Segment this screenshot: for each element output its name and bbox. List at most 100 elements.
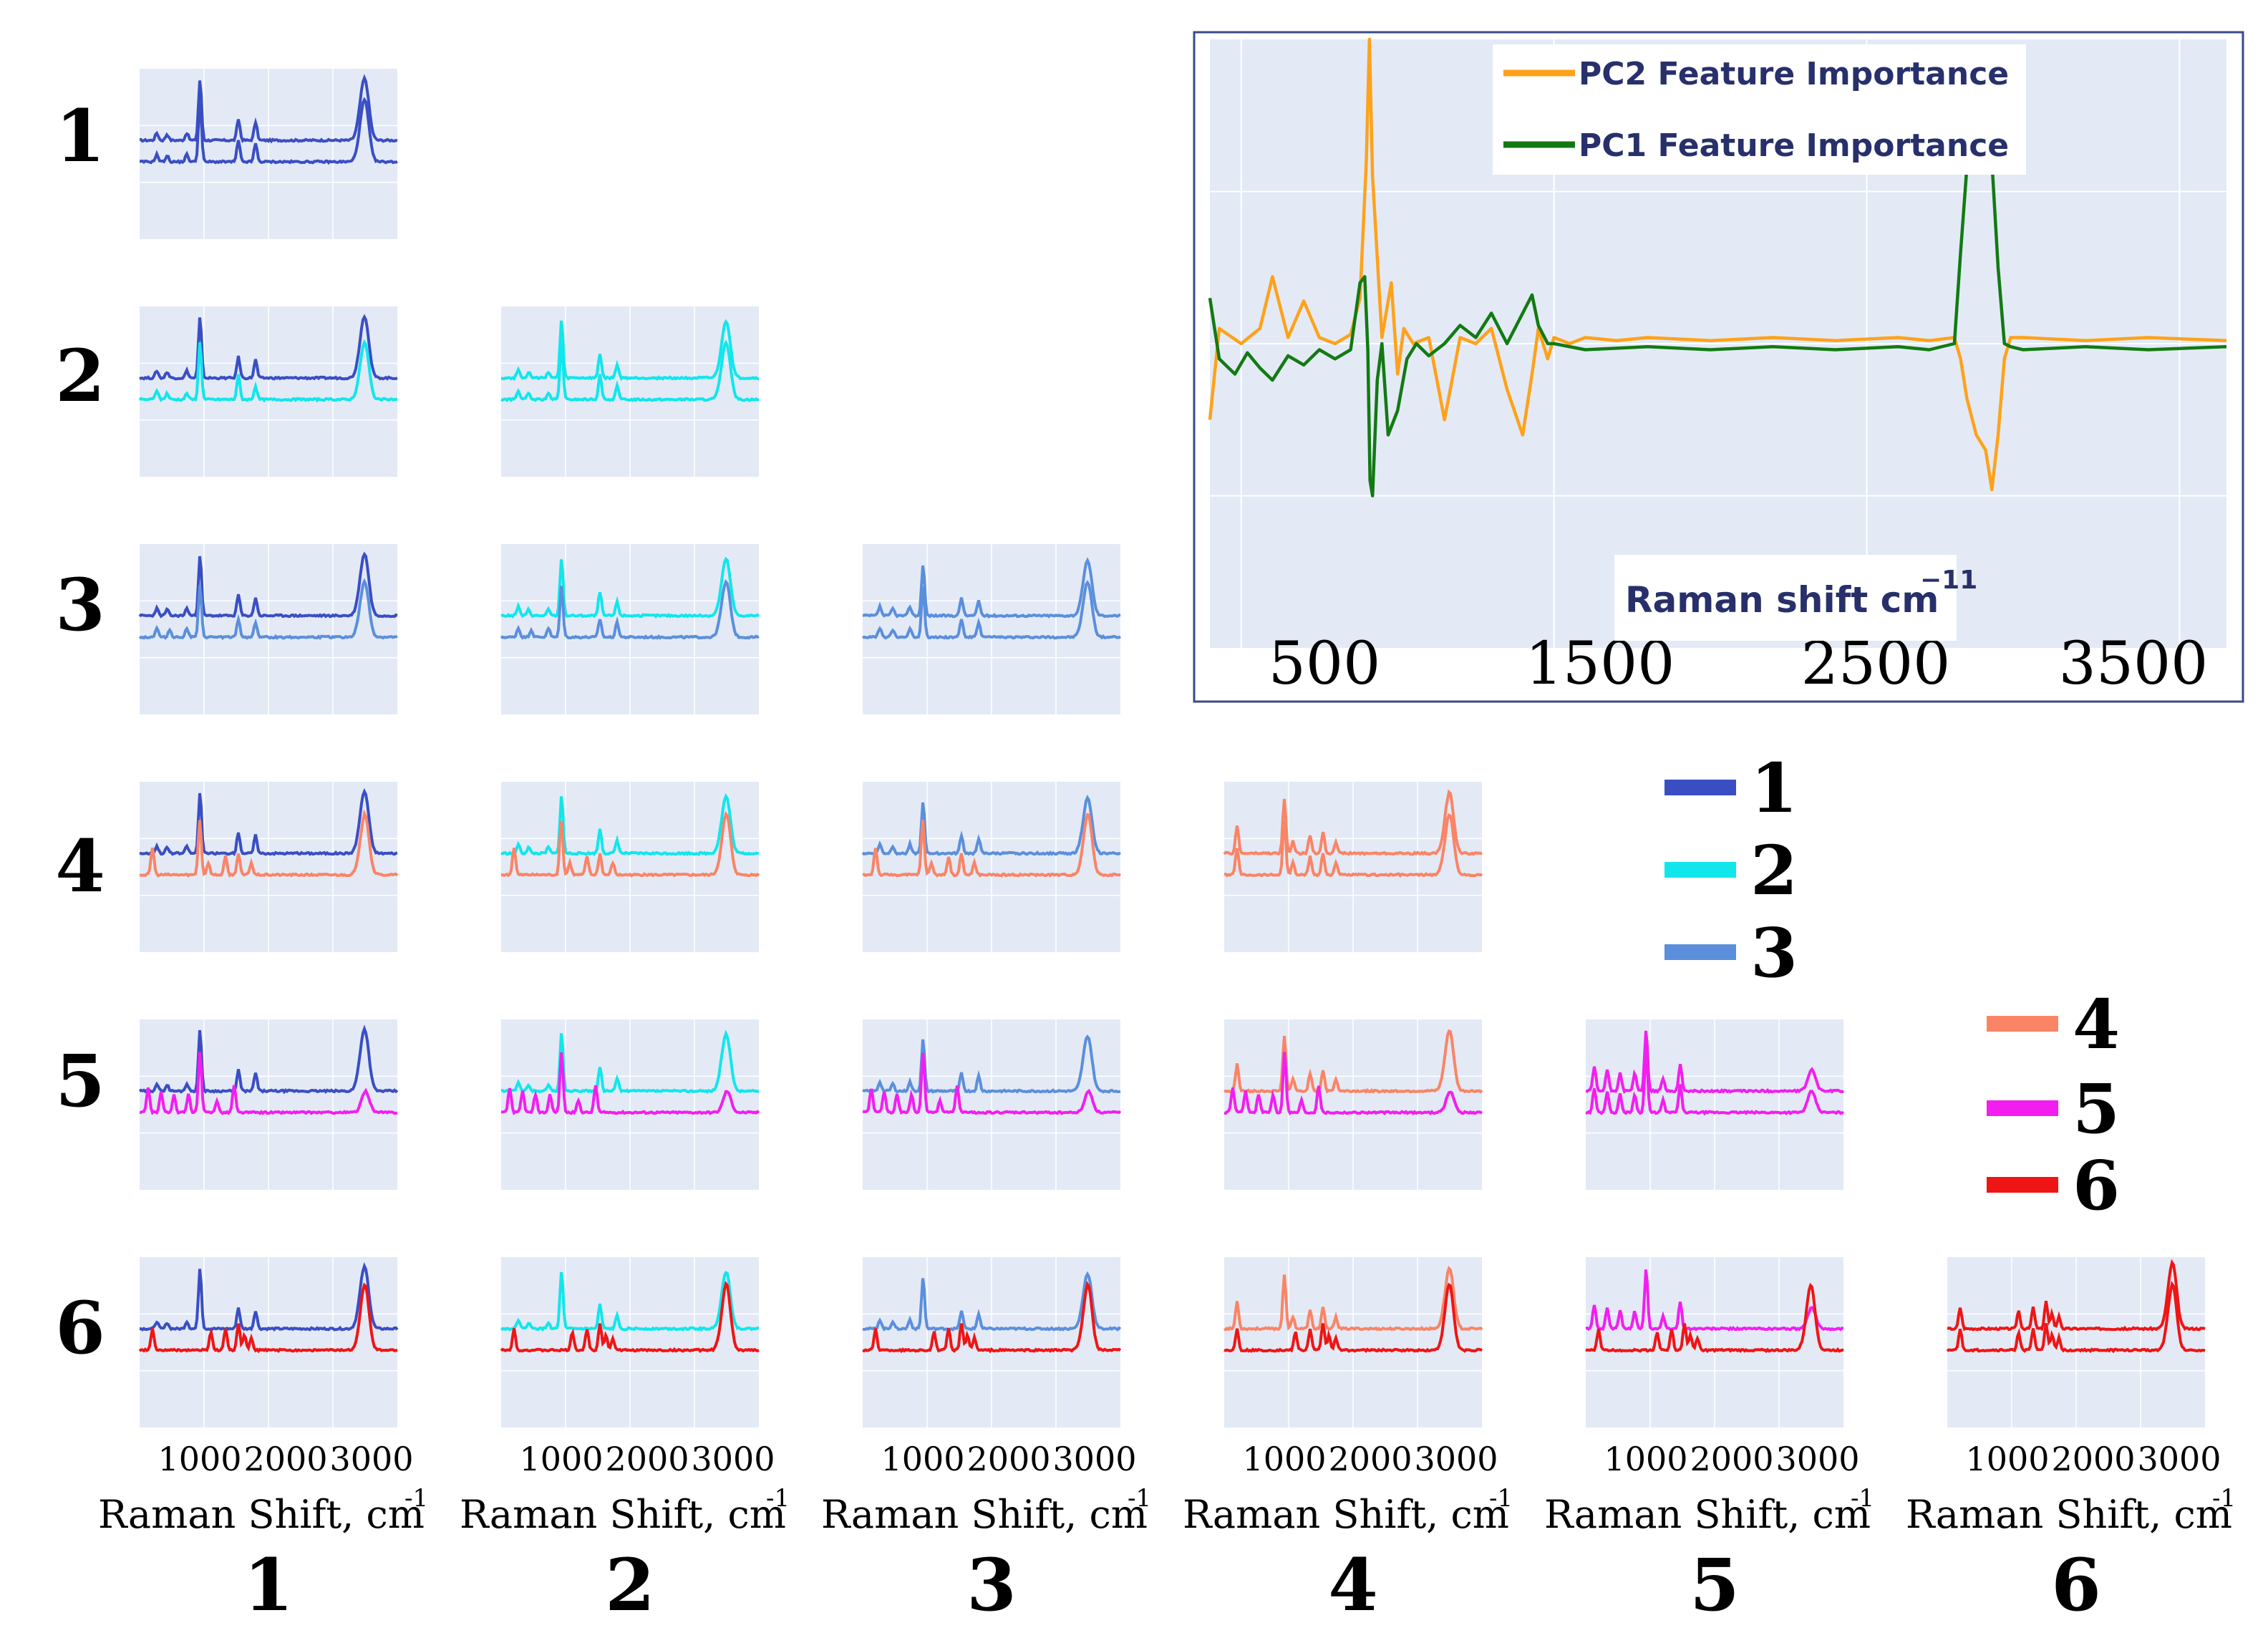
spectrum-sample-3 xyxy=(500,578,760,640)
legend-swatch xyxy=(1987,1016,2058,1032)
inset-x-tick-label: 2500 xyxy=(1801,630,1951,698)
spectrum-sample-5 xyxy=(500,1052,760,1115)
x-tick-label: 1000 xyxy=(881,1440,964,1478)
spectrum-sample-3 xyxy=(862,557,1121,619)
spectrum-sample-4 xyxy=(1223,1029,1483,1094)
x-axis-label: Raman Shift, cm xyxy=(821,1492,1148,1537)
panel-r5-c3 xyxy=(862,1019,1122,1190)
x-tick-label: 2000 xyxy=(1690,1440,1773,1478)
row-label-2: 2 xyxy=(55,334,105,418)
spectrum-sample-2 xyxy=(500,793,760,857)
panel-r4-c2 xyxy=(500,782,760,952)
row-label-6: 6 xyxy=(55,1286,105,1370)
x-axis-label: Raman Shift, cm xyxy=(1183,1492,1509,1537)
column-label-1: 1 xyxy=(243,1543,294,1627)
inset-x-tick-label: 1500 xyxy=(1526,630,1675,698)
row-label-3: 3 xyxy=(55,563,105,647)
x-tick-label: 3000 xyxy=(1775,1440,1859,1478)
spectrum-sample-5 xyxy=(139,1052,398,1115)
spectrum-sample-2 xyxy=(500,1029,760,1094)
x-tick-label: 2000 xyxy=(2051,1440,2135,1478)
x-tick-label: 2000 xyxy=(1328,1440,1412,1478)
spectrum-sample-6 xyxy=(862,1281,1122,1354)
x-axis-label-superscript: -1 xyxy=(1128,1484,1151,1513)
row-label-5: 5 xyxy=(55,1039,105,1123)
x-axis-label-superscript: -1 xyxy=(1489,1484,1513,1513)
column-label-5: 5 xyxy=(1690,1543,1740,1627)
spectrum-sample-4 xyxy=(1223,813,1483,878)
column-label-3: 3 xyxy=(966,1543,1017,1627)
panel-r4-c3 xyxy=(861,782,1122,952)
x-tick-label: 2000 xyxy=(966,1440,1050,1478)
spectrum-sample-3 xyxy=(861,795,1121,856)
spectrum-sample-5 xyxy=(1585,1030,1845,1095)
pc2-series-line xyxy=(1208,37,2227,492)
spectrum-sample-6 xyxy=(1585,1282,1844,1354)
spectrum-sample-2 xyxy=(500,339,760,402)
x-axis-col-3: 1000 2000 3000 Raman Shift, cm-1 3 xyxy=(821,1440,1151,1627)
row-label-1: 1 xyxy=(55,94,105,178)
legend-item-5: 5 xyxy=(1987,1070,2120,1149)
spectrum-sample-6 xyxy=(1947,1259,2206,1332)
panel-r6-c2 xyxy=(500,1257,760,1428)
spectrum-sample-4 xyxy=(1223,1265,1483,1332)
legend-label: 1 xyxy=(1750,749,1798,828)
spectrum-sample-2 xyxy=(500,1271,760,1332)
x-axis-col-6: 1000 2000 3000 Raman Shift, cm-1 6 xyxy=(1906,1440,2236,1627)
spectrum-sample-4 xyxy=(1223,789,1483,856)
spectrum-sample-1 xyxy=(139,74,398,144)
panel-r2-c1 xyxy=(138,306,398,477)
spectrum-sample-4 xyxy=(862,813,1122,878)
inset-legend-box xyxy=(1493,44,2026,175)
legend-label: 2 xyxy=(1750,831,1798,911)
inset-x-tick-label: 3500 xyxy=(2059,630,2209,698)
spectrum-sample-5 xyxy=(1585,1269,1844,1332)
spectrum-sample-4 xyxy=(139,809,399,878)
x-axis-label-superscript: -1 xyxy=(766,1484,790,1513)
column-label-2: 2 xyxy=(605,1543,655,1627)
legend-label: 5 xyxy=(2073,1070,2120,1149)
panel-r5-c4 xyxy=(1223,1019,1483,1190)
legend-item-1: 1 xyxy=(1664,749,1798,828)
spectrum-sample-2 xyxy=(500,319,759,381)
panel-r1-c1 xyxy=(139,69,398,239)
x-axis-label: Raman Shift, cm xyxy=(98,1492,425,1537)
column-label-6: 6 xyxy=(2051,1543,2101,1627)
panel-r6-c4 xyxy=(1223,1257,1483,1428)
x-axis-label-superscript: -1 xyxy=(404,1484,428,1513)
x-tick-label: 3000 xyxy=(691,1440,775,1478)
x-tick-label: 1000 xyxy=(1965,1440,2049,1478)
x-tick-label: 3000 xyxy=(329,1440,413,1478)
spectrum-sample-3 xyxy=(862,1034,1121,1094)
x-axis-label: Raman Shift, cm xyxy=(1906,1492,2232,1537)
x-axis-label: Raman Shift, cm xyxy=(1544,1492,1871,1537)
legend-swatch xyxy=(1987,1100,2058,1116)
panel-r4-c1 xyxy=(139,782,399,952)
column-label-4: 4 xyxy=(1328,1543,1378,1627)
pca-inset: PC2 Feature Importance PC1 Feature Import… xyxy=(1193,31,2244,703)
inset-legend-label: PC1 Feature Importance xyxy=(1579,127,2009,164)
inset-x-axis-label-superscript: −11 xyxy=(1920,566,1977,595)
spectrum-sample-6 xyxy=(1223,1282,1483,1353)
x-axis-col-1: 1000 2000 3000 Raman Shift, cm-1 1 xyxy=(98,1440,428,1627)
panel-r5-c1 xyxy=(138,1019,399,1190)
legend-swatch xyxy=(1664,862,1736,878)
legend-item-4: 4 xyxy=(1987,985,2120,1065)
panel-r6-c6 xyxy=(1946,1257,2206,1428)
x-tick-label: 2000 xyxy=(243,1440,327,1478)
spectrum-sample-2 xyxy=(138,339,398,403)
x-axis-col-5: 1000 2000 3000 Raman Shift, cm-1 5 xyxy=(1544,1440,1874,1627)
spectrum-sample-6 xyxy=(138,1282,398,1354)
panel-r6-c5 xyxy=(1585,1257,1844,1428)
x-tick-label: 3000 xyxy=(1052,1440,1136,1478)
spectrum-sample-5 xyxy=(862,1052,1122,1115)
x-axis-label: Raman Shift, cm xyxy=(460,1492,786,1537)
panel-r4-c4 xyxy=(1223,782,1483,952)
legend-item-6: 6 xyxy=(1987,1146,2120,1226)
spectrum-sample-2 xyxy=(500,556,760,619)
legend-swatch xyxy=(1664,780,1736,795)
x-axis-label-superscript: -1 xyxy=(1851,1484,1874,1513)
spectrum-sample-3 xyxy=(862,1271,1122,1332)
